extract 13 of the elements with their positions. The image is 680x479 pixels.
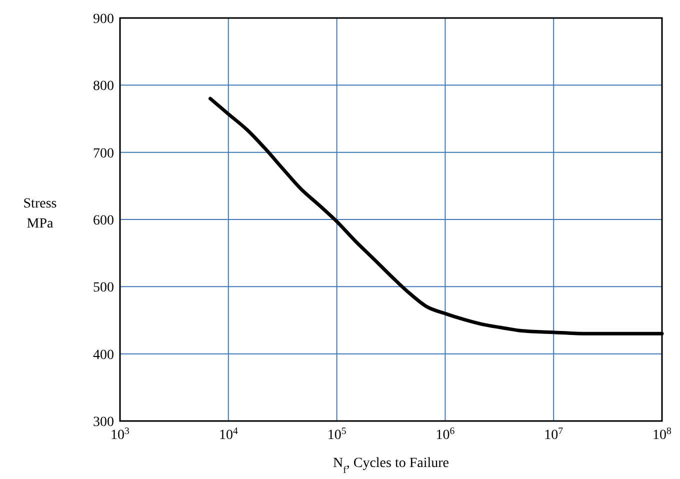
x-tick-label: 10$^{7}$ [544, 426, 564, 443]
x-tick-label: 10$^{8}$ [652, 426, 672, 443]
y-tick-label: 900 [93, 12, 114, 27]
x-tick-label: 10$^{4}$ [218, 426, 238, 443]
y-axis-title: Stress MPa [23, 196, 57, 232]
x-tick-label: 10$^{6}$ [436, 426, 455, 443]
y-tick-label: 400 [93, 348, 114, 363]
y-tick-label: 600 [93, 214, 114, 228]
x-axis-title: N$_{f}$, Cycles to Failure [332, 456, 450, 476]
x-tick-label: 10$^{5}$ [327, 426, 346, 443]
y-tick-label: 500 [93, 280, 114, 296]
y-tick-label: 800 [93, 79, 114, 94]
y-tick-label: 700 [93, 146, 114, 162]
